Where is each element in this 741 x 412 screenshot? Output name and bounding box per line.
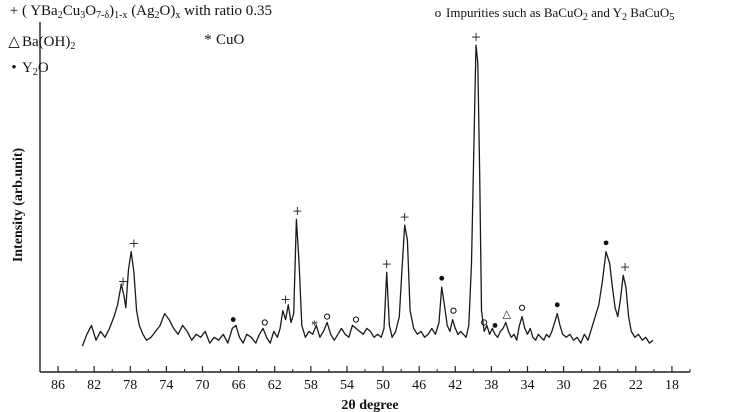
x-tick-label: 54	[340, 378, 354, 393]
marker-y2o	[439, 275, 445, 281]
marker-main-phase: +	[471, 27, 481, 46]
x-tick-label: 58	[304, 378, 318, 393]
marker-y2o	[492, 323, 498, 328]
legend-label: ( YBa2Cu3O7-δ)1-x (Ag2O)x with ratio 0.3…	[22, 3, 272, 21]
plot-frame	[39, 22, 690, 373]
legend-symbol: o	[434, 5, 442, 20]
x-axis-label: 2θ degree	[341, 398, 398, 412]
x-tick-label: 78	[123, 378, 137, 393]
x-tick-label: 42	[448, 378, 462, 393]
x-tick-label: 86	[51, 378, 65, 393]
marker-main-phase: +	[620, 257, 630, 276]
marker-main-phase: +	[400, 207, 410, 226]
legend-symbol: •	[11, 60, 17, 76]
marker-main-phase: +	[129, 234, 139, 253]
marker-impurity	[261, 319, 268, 326]
x-tick-label: 50	[376, 378, 390, 393]
marker-cuo: *	[311, 319, 318, 334]
x-tick-label: 66	[232, 378, 246, 393]
marker-layer: ++++*+++△+	[118, 27, 630, 333]
marker-main-phase: +	[292, 201, 302, 220]
legend-label: Impurities such as BaCuO2 and Y2 BaCuO5	[446, 5, 675, 23]
x-tick-label: 70	[196, 378, 210, 393]
legend-label: Y2O	[22, 60, 49, 78]
x-tick-label: 62	[268, 378, 282, 393]
x-tick-label: 18	[665, 378, 679, 393]
x-tick-label: 82	[87, 378, 101, 393]
legend-item-y2o: • Y2O	[6, 60, 49, 78]
series-layer	[81, 44, 654, 347]
legend-label: Ba(OH)2	[22, 34, 76, 52]
xrd-pattern-line	[81, 44, 654, 347]
x-tick-label: 34	[521, 378, 535, 393]
marker-y2o	[230, 317, 236, 322]
legend-symbol: △	[8, 34, 20, 50]
x-tick-label: 74	[159, 378, 173, 393]
legend-item-impurities: o Impurities such as BaCuO2 and Y2 BaCuO5	[430, 5, 675, 23]
marker-main-phase: +	[382, 255, 392, 274]
marker-impurity	[450, 307, 457, 314]
marker-baoh2: △	[503, 309, 512, 321]
y-axis-label: Intensity (arb.unit)	[11, 147, 26, 262]
legend-item-cuo: * CuO	[200, 32, 244, 49]
legend-item-baoh2: △ Ba(OH)2	[6, 32, 75, 52]
x-tick-label: 30	[557, 378, 571, 393]
marker-impurity	[352, 316, 360, 323]
marker-y2o	[603, 240, 609, 246]
legend-label: CuO	[216, 32, 245, 48]
marker-main-phase: +	[118, 272, 128, 291]
marker-y2o	[554, 302, 560, 308]
marker-impurity	[518, 304, 526, 311]
legend-symbol: *	[204, 32, 212, 48]
x-tick-layer: 86 82 78 74 70 66 62 58 54 50 46 42 38 34 30 26 22 18	[51, 366, 691, 393]
x-tick-label: 46	[412, 378, 426, 393]
marker-impurity	[323, 313, 331, 320]
x-tick-label: 26	[593, 378, 607, 393]
x-tick-label: 38	[484, 378, 498, 393]
legend-item-main-phase: +( YBa2Cu3O7-δ)1-x (Ag2O)x with ratio 0.…	[6, 3, 272, 21]
legend-symbol: +	[9, 3, 19, 19]
marker-impurity	[481, 319, 488, 326]
x-tick-label: 22	[629, 378, 643, 393]
marker-main-phase: +	[281, 290, 291, 309]
